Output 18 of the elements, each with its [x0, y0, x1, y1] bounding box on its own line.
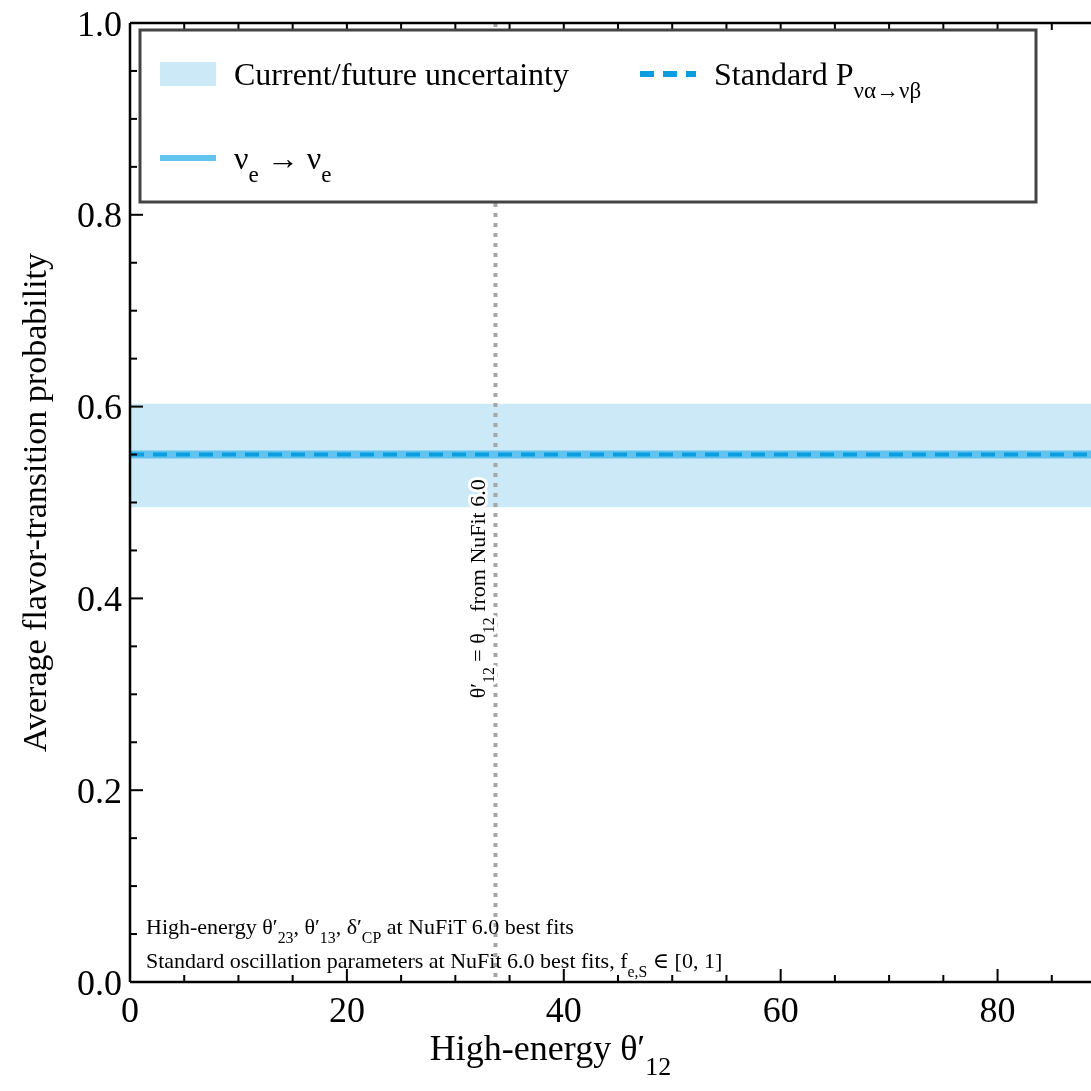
- annotation: High-energy θ′$_{23}$, θ′$_{13}$, δ′$_{CP}$ at NuFiT 6.0 best fits: [146, 914, 574, 946]
- y-tick-label: 0.2: [77, 770, 122, 811]
- legend-label: Current/future uncertainty: [234, 56, 569, 93]
- x-tick-label: 0: [121, 990, 139, 1030]
- y-tick-label: 0.0: [77, 962, 122, 1003]
- legend-label: ν$_{e}$ → ν$_{e}$: [234, 140, 332, 188]
- x-tick-label: 20: [328, 990, 365, 1030]
- y-axis-title: Average flavor-transition probability: [16, 252, 53, 753]
- x-tick-label: 80: [979, 990, 1016, 1030]
- y-tick-label: 0.4: [77, 579, 122, 619]
- legend-label: Standard P$_{να→νβ}$: [714, 56, 922, 104]
- y-tick-label: 1.0: [77, 3, 122, 44]
- x-tick-label: 60: [762, 990, 799, 1030]
- x-tick-label: 40: [545, 990, 582, 1030]
- y-tick-label: 0.8: [77, 195, 122, 236]
- x-axis-title: High-energy θ′$_{12}$: [429, 1028, 672, 1081]
- y-tick-label: 0.6: [77, 387, 122, 428]
- annotation: Standard oscillation parameters at NuFit 6.0 best fits, f$_{e,S}$ ∈ [0, 1]: [146, 948, 723, 980]
